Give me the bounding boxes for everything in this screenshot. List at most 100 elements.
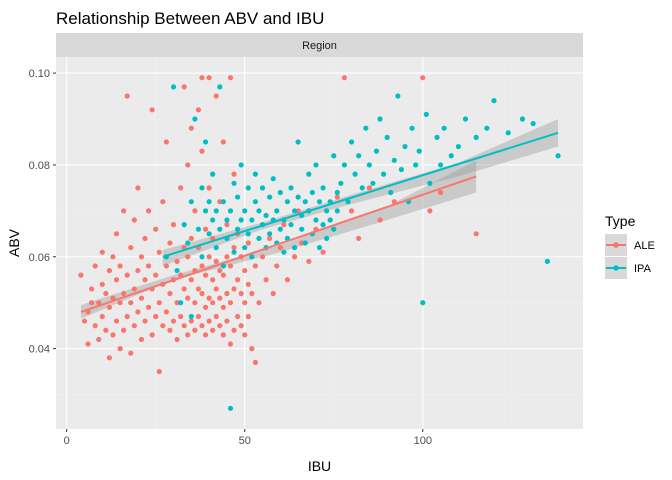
point-ipa	[388, 189, 394, 196]
point-ipa	[295, 194, 301, 200]
point-ipa	[398, 166, 404, 173]
point-ipa	[313, 217, 319, 223]
point-ale	[178, 313, 184, 320]
point-ipa	[202, 139, 209, 145]
point-ipa	[373, 148, 380, 154]
point-ipa	[299, 226, 305, 232]
point-ale	[117, 300, 123, 306]
legend-label-ipa: IPA	[634, 263, 652, 275]
point-ale	[220, 139, 226, 145]
point-ipa	[220, 263, 226, 269]
point-ipa	[320, 222, 326, 228]
point-ale	[210, 300, 216, 306]
facet-strip	[56, 33, 583, 57]
point-ipa	[309, 189, 315, 196]
point-ale	[145, 263, 152, 269]
point-ipa	[324, 235, 330, 242]
point-ale	[170, 318, 177, 324]
point-ale	[145, 208, 152, 214]
point-ale	[252, 359, 259, 366]
point-ipa	[544, 258, 550, 264]
point-ipa	[188, 199, 194, 205]
point-ipa	[270, 176, 276, 182]
point-ale	[185, 332, 191, 338]
point-ale	[92, 263, 98, 269]
point-ale	[163, 309, 169, 315]
point-ale	[206, 254, 212, 260]
y-tick-label: 0.06	[29, 252, 50, 264]
point-ipa	[334, 208, 340, 214]
point-ale	[213, 313, 219, 320]
point-ale	[213, 258, 219, 264]
point-ipa	[217, 84, 223, 90]
point-ipa	[252, 199, 259, 205]
x-tick-label: 50	[239, 435, 251, 447]
point-ipa	[384, 134, 390, 140]
point-ipa	[409, 125, 415, 131]
point-ipa	[302, 240, 308, 246]
point-ipa	[277, 226, 283, 232]
point-ale	[128, 350, 134, 356]
point-ale	[167, 240, 173, 246]
y-tick-label: 0.04	[29, 344, 50, 356]
point-ipa	[249, 254, 255, 260]
point-ale	[420, 75, 426, 81]
point-ipa	[530, 120, 536, 127]
point-ipa	[231, 180, 237, 186]
point-ale	[153, 313, 159, 320]
point-ale	[356, 235, 362, 242]
point-ale	[174, 300, 180, 306]
point-ale	[199, 323, 205, 329]
point-ipa	[199, 254, 205, 260]
trend-line-ipa	[162, 131, 559, 258]
point-ipa	[238, 162, 244, 168]
point-ale	[188, 235, 194, 242]
point-ale	[185, 162, 191, 168]
point-ale	[295, 208, 301, 214]
point-ipa	[238, 217, 244, 223]
y-tick-label: 0.08	[29, 160, 50, 172]
point-ale	[167, 327, 173, 333]
point-ale	[89, 300, 95, 306]
point-ale	[113, 277, 120, 283]
point-ale	[138, 254, 145, 260]
legend: Type ALE IPA	[605, 213, 655, 279]
point-ale	[99, 281, 105, 287]
point-ipa	[245, 231, 251, 237]
point-ale	[270, 290, 276, 297]
point-ipa	[462, 116, 469, 122]
point-ipa	[188, 313, 194, 320]
point-ipa	[274, 208, 280, 214]
x-tick-label: 100	[414, 435, 432, 447]
point-ale	[81, 318, 88, 324]
point-ipa	[341, 162, 348, 168]
point-ale	[174, 336, 180, 343]
point-ale	[128, 244, 134, 251]
point-ale	[227, 263, 234, 269]
point-ale	[110, 254, 116, 260]
axis-ticks: 0 50 100 0.04 0.06 0.08 0.10	[29, 68, 432, 447]
point-ipa	[348, 139, 355, 145]
point-ipa	[213, 208, 219, 214]
point-ale	[188, 318, 194, 324]
point-ale	[206, 75, 212, 81]
point-ipa	[359, 185, 365, 191]
point-ale	[210, 277, 216, 283]
point-ale	[121, 290, 127, 297]
point-ale	[185, 295, 191, 301]
point-ale	[142, 318, 148, 324]
point-ale	[210, 327, 216, 333]
point-ale	[135, 185, 141, 191]
point-ipa	[245, 185, 251, 191]
point-ipa	[288, 185, 294, 191]
point-ale	[284, 277, 291, 283]
point-ale	[89, 286, 95, 292]
point-ale	[217, 267, 223, 274]
point-ipa	[235, 194, 241, 200]
point-ale	[142, 235, 148, 242]
point-ale	[181, 84, 187, 90]
point-ale	[96, 300, 102, 306]
point-ale	[149, 332, 155, 338]
x-axis-title: IBU	[308, 458, 331, 474]
y-tick-label: 0.10	[29, 68, 50, 80]
